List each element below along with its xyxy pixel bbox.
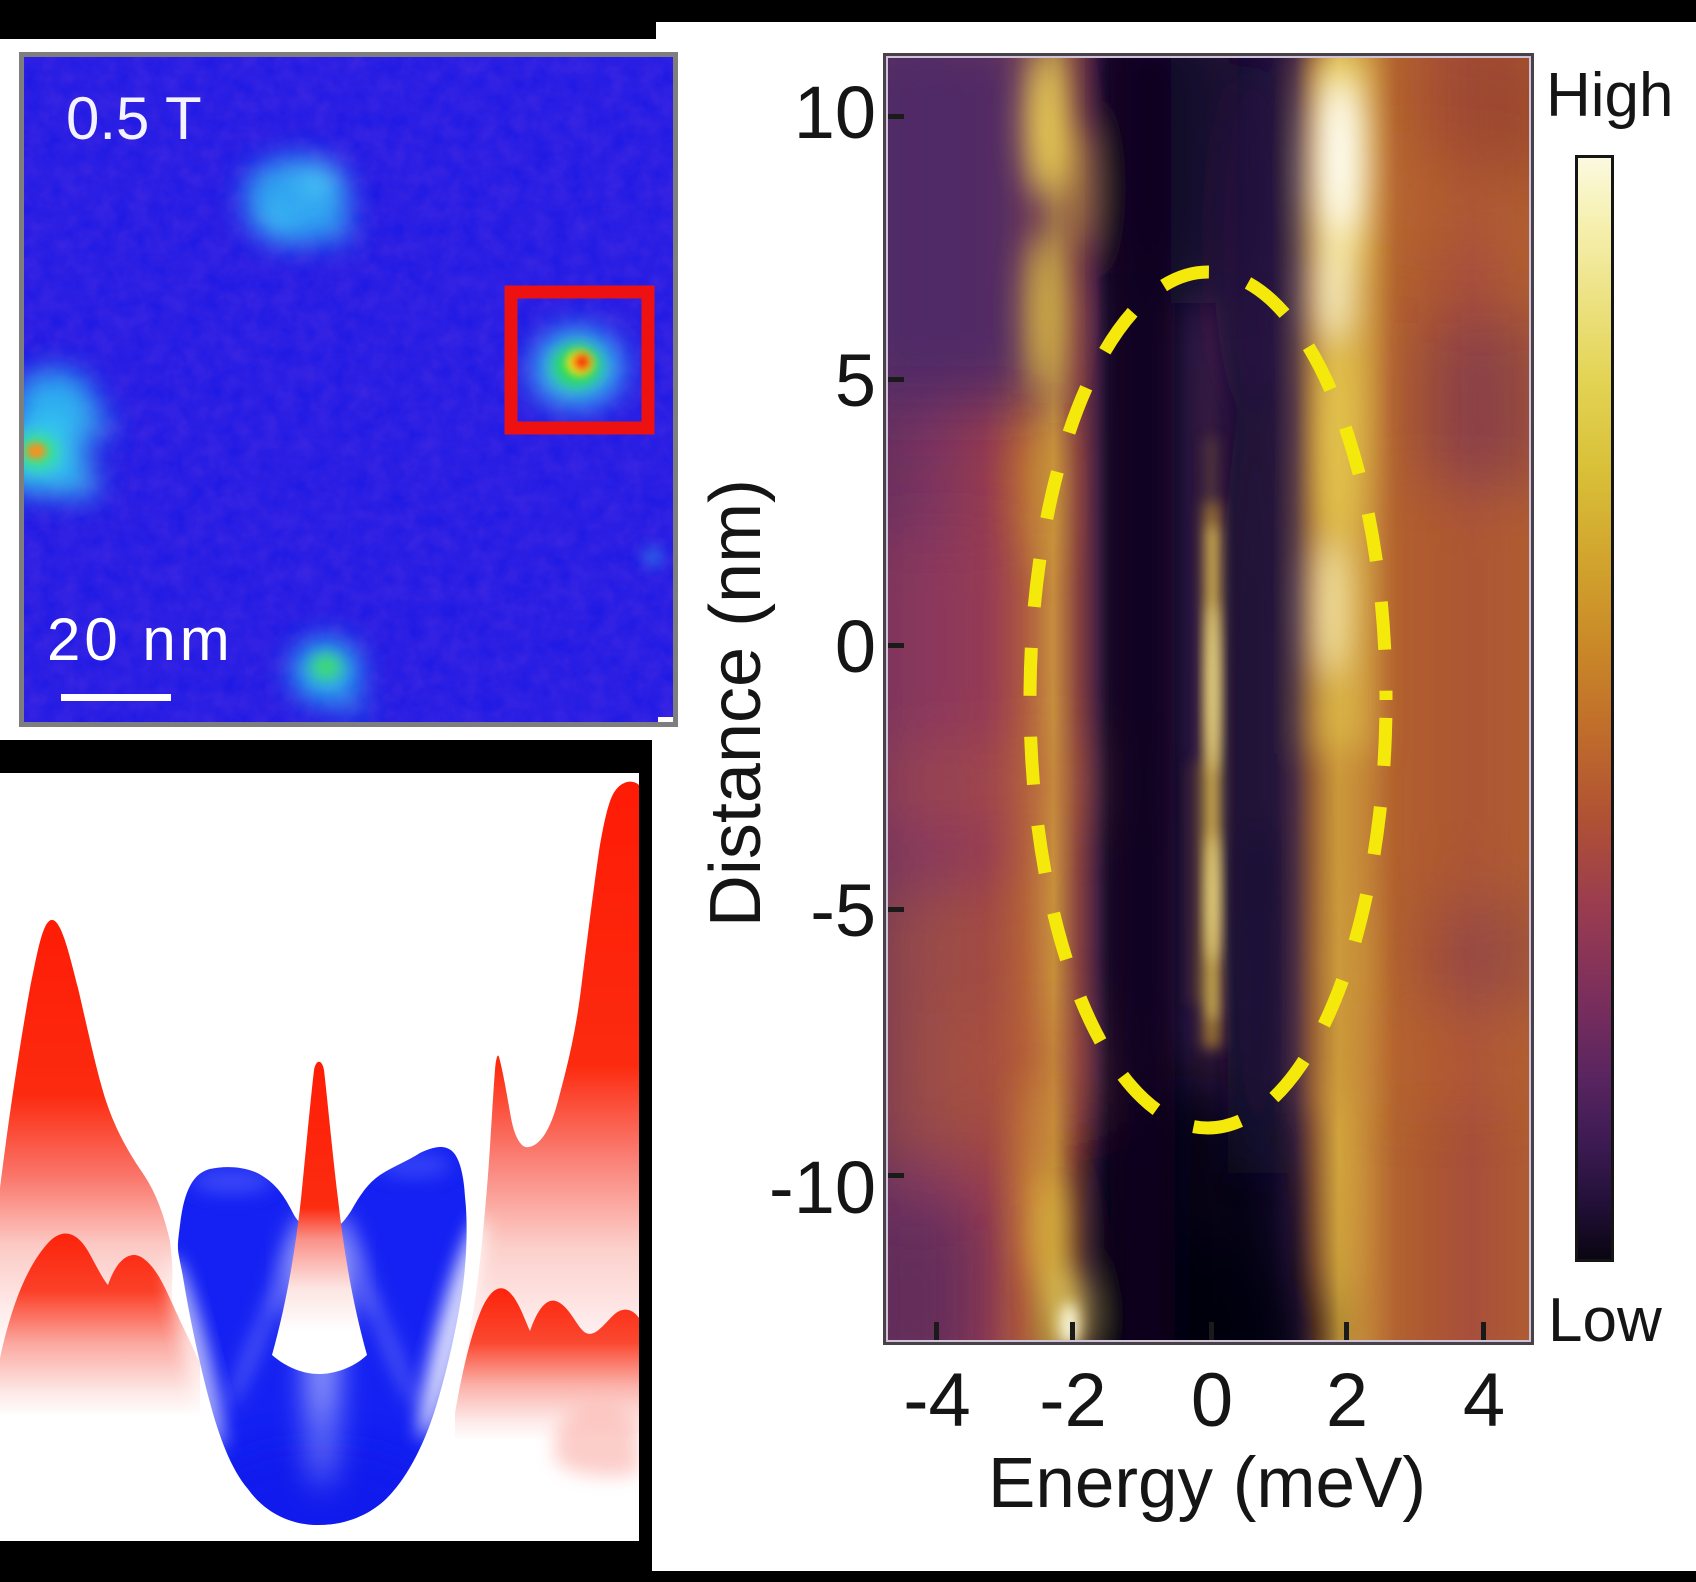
svg-text:20 nm: 20 nm [47, 606, 234, 673]
svg-text:0.5 T: 0.5 T [66, 85, 202, 152]
